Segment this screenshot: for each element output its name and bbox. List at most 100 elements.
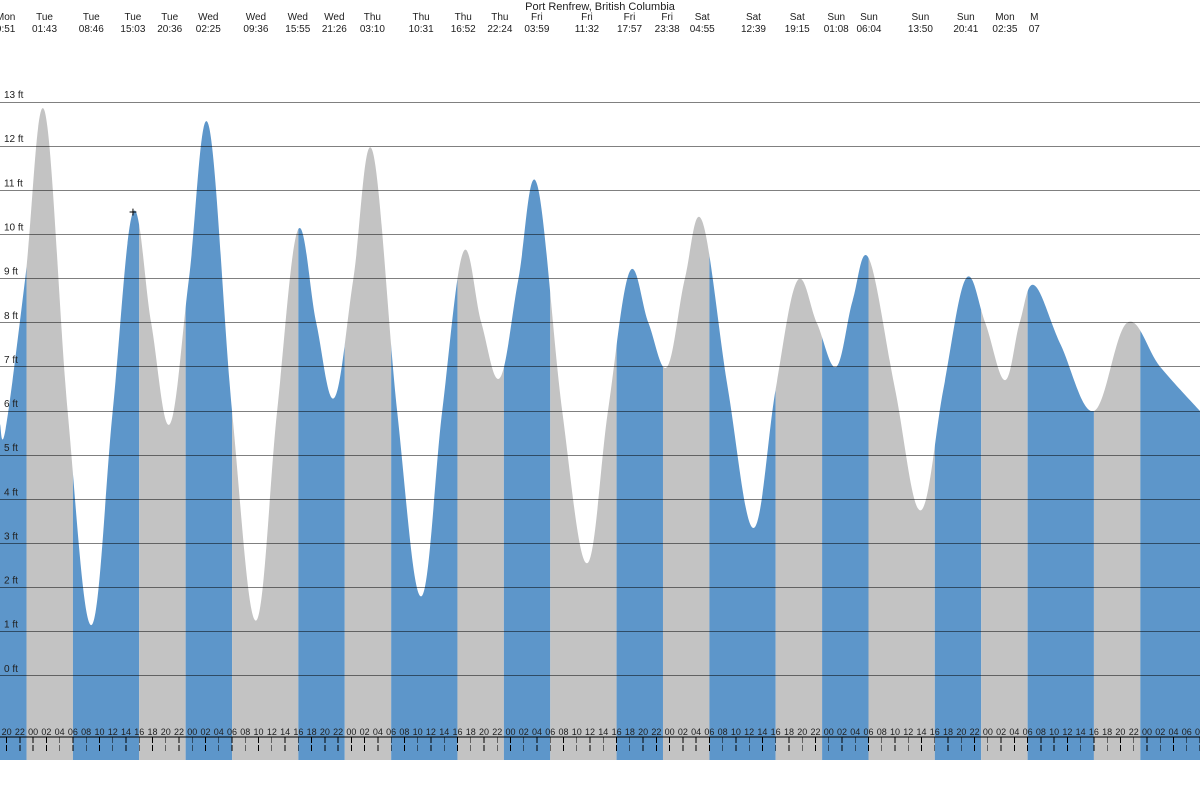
current-time-marker: + xyxy=(129,203,137,219)
x-tick-label: 18 xyxy=(943,727,953,737)
x-tick-label: 10 xyxy=(731,727,741,737)
y-tick-label: 8 ft xyxy=(4,311,18,322)
tide-event-label: Sat 04:55 xyxy=(677,12,727,36)
y-tick-label: 1 ft xyxy=(4,620,18,631)
x-tick-label: 22 xyxy=(651,727,661,737)
y-tick-label: 0 ft xyxy=(4,664,18,675)
x-tick-label: 06 xyxy=(1182,727,1192,737)
y-tick-label: 12 ft xyxy=(4,134,24,145)
x-tick-label: 14 xyxy=(598,727,608,737)
tide-event-label: Tue 01:43 xyxy=(20,12,70,36)
x-tick-label: 20 xyxy=(479,727,489,737)
x-tick-label: 12 xyxy=(426,727,436,737)
tide-chart-svg: 0 ft1 ft2 ft3 ft4 ft5 ft6 ft7 ft8 ft9 ft… xyxy=(0,40,1200,760)
x-tick-label: 02 xyxy=(996,727,1006,737)
x-tick-label: 00 xyxy=(824,727,834,737)
y-tick-label: 6 ft xyxy=(4,399,18,410)
x-tick-label: 10 xyxy=(94,727,104,737)
x-tick-label: 08 xyxy=(877,727,887,737)
x-tick-label: 14 xyxy=(1076,727,1086,737)
x-tick-label: 22 xyxy=(333,727,343,737)
x-tick-label: 06 xyxy=(227,727,237,737)
x-tick-label: 08 xyxy=(81,727,91,737)
x-tick-label: 10 xyxy=(413,727,423,737)
tide-event-label: Wed 02:25 xyxy=(183,12,233,36)
tide-event-label: M 07 xyxy=(1009,12,1059,36)
x-tick-label: 08 xyxy=(399,727,409,737)
x-tick-label: 14 xyxy=(439,727,449,737)
x-tick-label: 06 xyxy=(864,727,874,737)
tide-area-segments xyxy=(0,108,1200,760)
y-tick-label: 2 ft xyxy=(4,576,18,587)
x-tick-label: 16 xyxy=(930,727,940,737)
y-tick-label: 11 ft xyxy=(4,178,23,189)
tide-event-label: Fri 03:59 xyxy=(512,12,562,36)
x-tick-label: 06 xyxy=(545,727,555,737)
x-tick-label: 16 xyxy=(771,727,781,737)
x-tick-label: 20 xyxy=(320,727,330,737)
x-tick-label: 00 xyxy=(665,727,675,737)
x-tick-label: 12 xyxy=(903,727,913,737)
x-tick-label: 16 xyxy=(134,727,144,737)
x-tick-label: 04 xyxy=(850,727,860,737)
x-tick-label: 10 xyxy=(890,727,900,737)
x-tick-label: 14 xyxy=(280,727,290,737)
tide-event-label: Sun 13:50 xyxy=(895,12,945,36)
x-tick-label: 00 xyxy=(983,727,993,737)
x-tick-label: 20 xyxy=(956,727,966,737)
x-tick-label: 18 xyxy=(466,727,476,737)
x-tick-label: 06 xyxy=(704,727,714,737)
x-tick-label: 04 xyxy=(55,727,65,737)
x-tick-label: 22 xyxy=(810,727,820,737)
x-tick-label: 20 xyxy=(797,727,807,737)
x-tick-label: 12 xyxy=(108,727,118,737)
x-tick-label: 16 xyxy=(452,727,462,737)
x-tick-label: 14 xyxy=(917,727,927,737)
x-tick-label: 20 xyxy=(638,727,648,737)
x-tick-label: 02 xyxy=(1155,727,1165,737)
tide-event-label: Thu 03:10 xyxy=(347,12,397,36)
x-tick-label: 20 xyxy=(2,727,12,737)
x-tick-label: 02 xyxy=(678,727,688,737)
x-tick-label: 12 xyxy=(585,727,595,737)
x-tick-label: 06 xyxy=(1023,727,1033,737)
x-tick-label: 14 xyxy=(757,727,767,737)
x-tick-label: 14 xyxy=(121,727,131,737)
x-tick-label: 22 xyxy=(970,727,980,737)
x-tick-label: 00 xyxy=(505,727,515,737)
x-tick-label: 04 xyxy=(532,727,542,737)
x-tick-label: 00 xyxy=(1142,727,1152,737)
x-tick-label: 04 xyxy=(214,727,224,737)
x-tick-label: 04 xyxy=(373,727,383,737)
x-tick-label: 04 xyxy=(1009,727,1019,737)
x-tick-label: 22 xyxy=(174,727,184,737)
x-tick-label: 18 xyxy=(147,727,157,737)
x-tick-label: 08 xyxy=(1195,727,1200,737)
x-tick-label: 06 xyxy=(386,727,396,737)
header-event-labels: Mon 9:51Tue 01:43Tue 08:46Tue 15:03Tue 2… xyxy=(0,12,1200,42)
x-tick-label: 00 xyxy=(187,727,197,737)
x-tick-label: 22 xyxy=(15,727,25,737)
x-tick-label: 08 xyxy=(1036,727,1046,737)
x-tick-label: 02 xyxy=(41,727,51,737)
y-tick-label: 3 ft xyxy=(4,531,18,542)
x-tick-label: 10 xyxy=(1049,727,1059,737)
x-tick-label: 12 xyxy=(267,727,277,737)
x-tick-label: 08 xyxy=(559,727,569,737)
x-tick-label: 18 xyxy=(1102,727,1112,737)
x-tick-label: 02 xyxy=(201,727,211,737)
x-tick-label: 02 xyxy=(360,727,370,737)
y-tick-label: 4 ft xyxy=(4,487,18,498)
x-tick-label: 18 xyxy=(307,727,317,737)
x-tick-label: 18 xyxy=(625,727,635,737)
x-tick-label: 00 xyxy=(28,727,38,737)
x-tick-label: 02 xyxy=(837,727,847,737)
x-tick-label: 16 xyxy=(612,727,622,737)
x-tick-label: 10 xyxy=(572,727,582,737)
x-tick-label: 16 xyxy=(293,727,303,737)
x-tick-label: 10 xyxy=(254,727,264,737)
x-tick-label: 08 xyxy=(718,727,728,737)
x-tick-label: 12 xyxy=(744,727,754,737)
y-tick-label: 7 ft xyxy=(4,355,18,366)
x-tick-label: 00 xyxy=(346,727,356,737)
